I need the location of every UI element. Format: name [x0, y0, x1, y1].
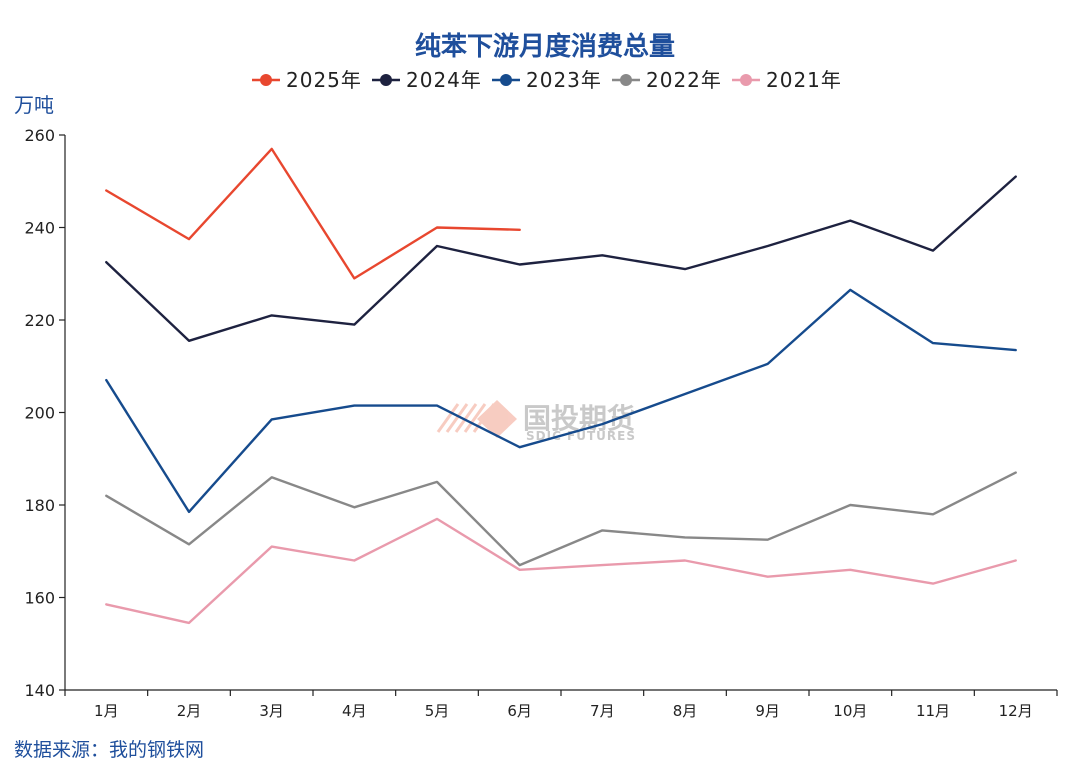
axes: 140 160 180 200 220 240 260 1月 2月 3月 4月 5月 6月 7月 8月 9月 1… — [24, 126, 1058, 720]
legend-item: 2021年 — [732, 68, 842, 92]
series-line-2021年 — [105, 517, 1017, 625]
y-tick-label: 140 — [24, 681, 55, 700]
x-tick-label: 10月 — [833, 702, 867, 720]
chart-title: 纯苯下游月度消费总量 — [415, 31, 675, 62]
legend: 2025年 2024年 2023年 2022年 2021年 — [252, 68, 842, 92]
legend-marker — [380, 74, 392, 86]
watermark-stripe — [463, 403, 487, 433]
series-line-2025年 — [105, 147, 521, 280]
legend-label: 2024年 — [406, 68, 482, 92]
legend-marker — [500, 74, 512, 86]
y-tick-label: 200 — [24, 404, 55, 423]
x-tick-label: 1月 — [94, 702, 119, 720]
y-tick-label: 160 — [24, 589, 55, 608]
y-axis-unit: 万吨 — [14, 93, 54, 117]
x-tick-label: 4月 — [342, 702, 367, 720]
legend-item: 2025年 — [252, 68, 362, 92]
x-tick-label: 9月 — [755, 702, 780, 720]
legend-marker — [620, 74, 632, 86]
x-tick-label: 6月 — [507, 702, 532, 720]
x-tick-label: 8月 — [673, 702, 698, 720]
legend-label: 2022年 — [646, 68, 722, 92]
series-layer — [105, 147, 1017, 625]
x-tick-label: 11月 — [916, 702, 950, 720]
x-tick-label: 5月 — [425, 702, 450, 720]
watermark-stripe — [445, 403, 469, 433]
watermark-text-en: SDIC FUTURES — [526, 429, 636, 443]
watermark-stripe — [454, 403, 478, 433]
watermark-logo — [436, 400, 517, 438]
watermark-stripe — [436, 403, 460, 433]
x-tick-label: 2月 — [177, 702, 202, 720]
legend-item: 2022年 — [612, 68, 722, 92]
legend-label: 2021年 — [766, 68, 842, 92]
x-tick-label: 7月 — [590, 702, 615, 720]
legend-marker — [740, 74, 752, 86]
series-line-2023年 — [105, 288, 1017, 514]
x-tick-label: 3月 — [259, 702, 284, 720]
y-tick-label: 220 — [24, 311, 55, 330]
series-line-2024年 — [105, 175, 1017, 342]
legend-label: 2025年 — [286, 68, 362, 92]
y-tick-label: 180 — [24, 496, 55, 515]
legend-item: 2024年 — [372, 68, 482, 92]
x-tick-label: 12月 — [999, 702, 1033, 720]
y-tick-label: 260 — [24, 126, 55, 145]
series-line-2022年 — [105, 471, 1017, 567]
data-source: 数据来源：我的钢铁网 — [14, 739, 204, 761]
legend-item: 2023年 — [492, 68, 602, 92]
watermark-diamond — [477, 400, 517, 438]
y-tick-label: 240 — [24, 219, 55, 238]
legend-marker — [260, 74, 272, 86]
legend-label: 2023年 — [526, 68, 602, 92]
